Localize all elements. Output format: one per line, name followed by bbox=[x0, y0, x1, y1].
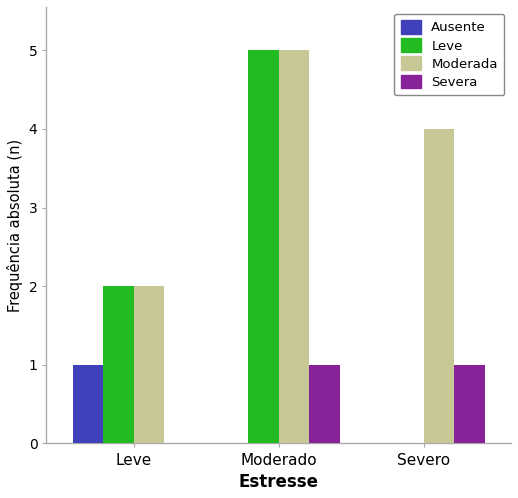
Bar bbox=[309, 365, 340, 444]
Bar bbox=[248, 50, 279, 444]
Bar bbox=[134, 286, 164, 444]
Bar bbox=[103, 286, 134, 444]
Y-axis label: Frequência absoluta (n): Frequência absoluta (n) bbox=[7, 138, 23, 312]
Legend: Ausente, Leve, Moderada, Severa: Ausente, Leve, Moderada, Severa bbox=[394, 13, 505, 96]
Bar bbox=[73, 365, 103, 444]
Bar bbox=[454, 365, 485, 444]
Bar bbox=[279, 50, 309, 444]
Bar bbox=[424, 129, 454, 444]
X-axis label: Estresse: Estresse bbox=[239, 473, 319, 491]
